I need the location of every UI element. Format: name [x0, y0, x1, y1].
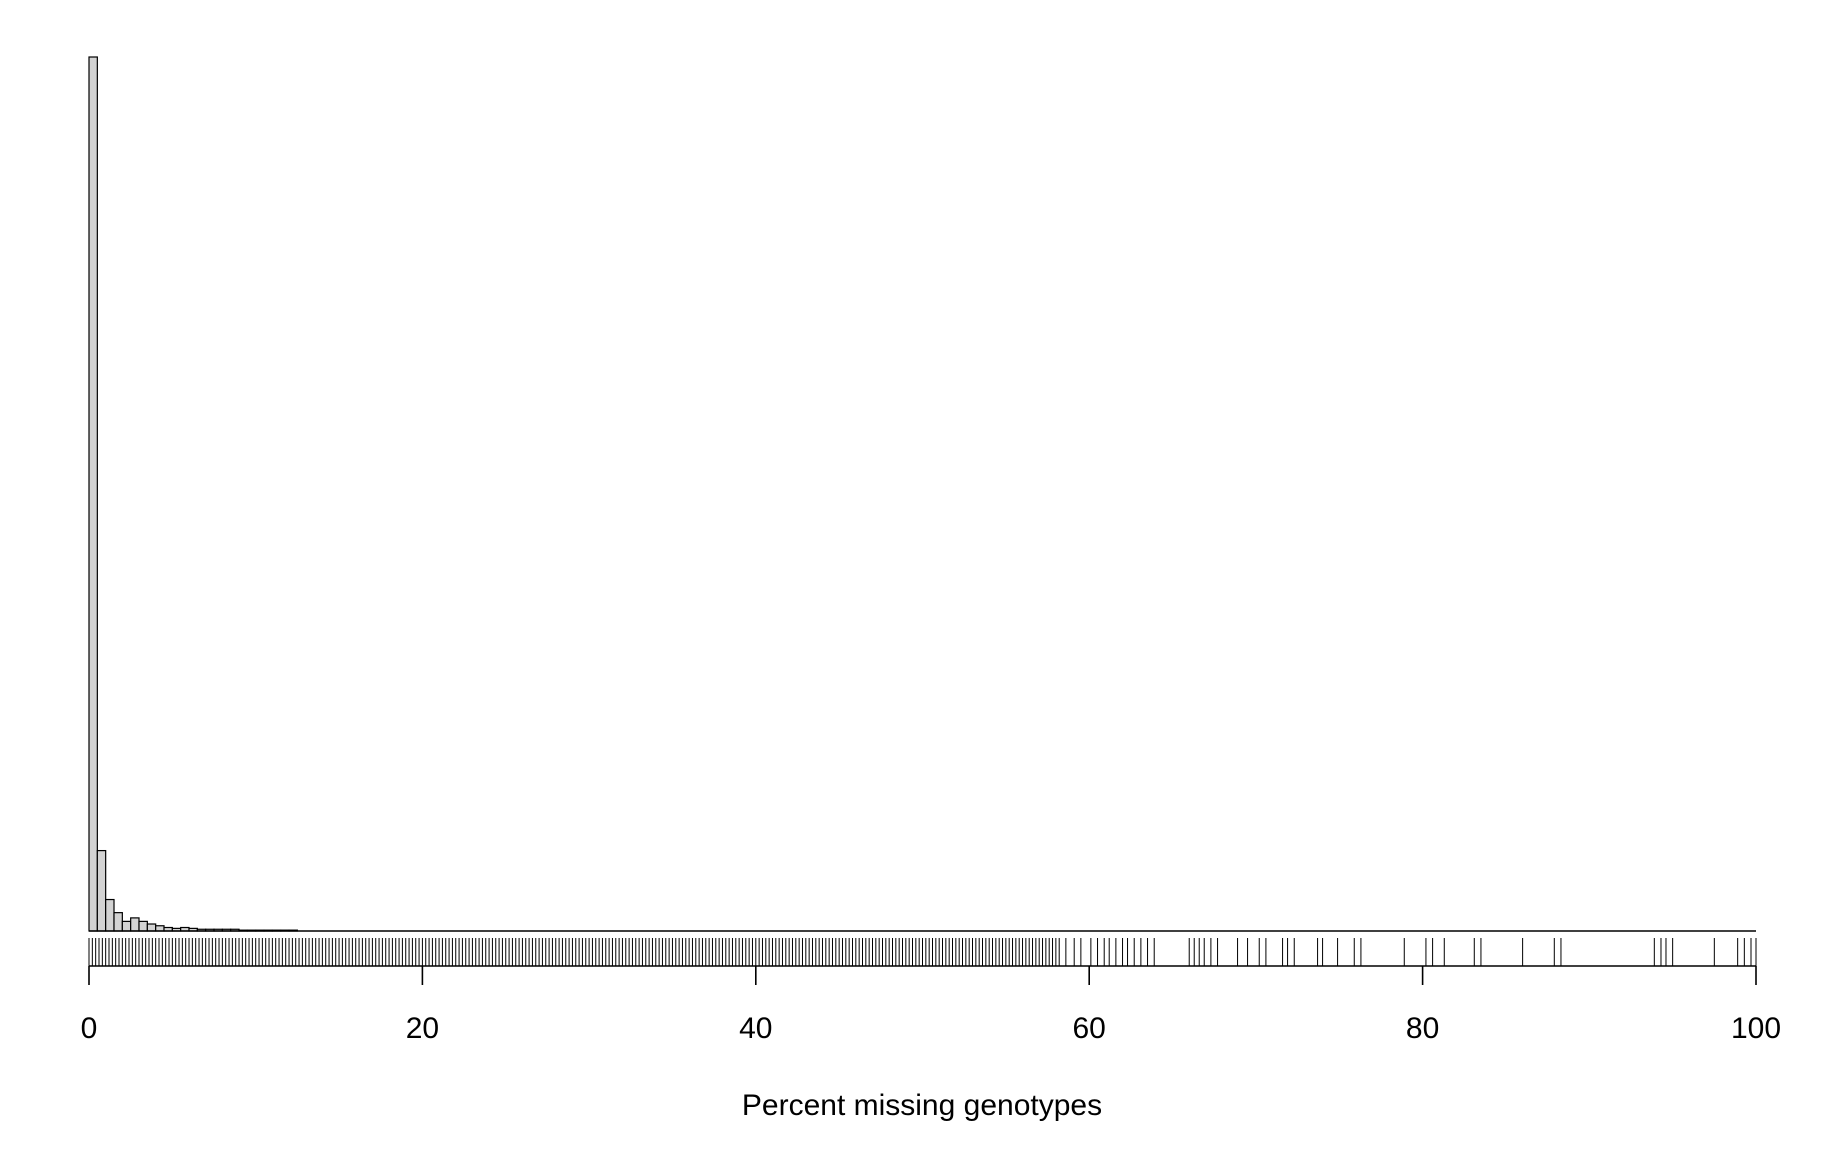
histogram-bar: [113, 912, 123, 932]
x-tick-label: 0: [81, 1012, 98, 1045]
histogram-bar: [96, 849, 107, 932]
x-tick-label: 40: [739, 1012, 772, 1045]
histogram-bar: [146, 923, 157, 932]
histogram-bar: [121, 920, 132, 932]
x-axis-ticks: [88, 966, 1757, 985]
histogram-bars: [88, 56, 298, 932]
rug-marks: [88, 938, 1757, 966]
histogram-bar: [138, 920, 148, 932]
x-axis-title: Percent missing genotypes: [742, 1089, 1102, 1122]
histogram-bar: [105, 898, 115, 932]
histogram-bar: [88, 56, 98, 932]
x-tick-label: 100: [1731, 1012, 1781, 1045]
x-tick-label: 20: [406, 1012, 439, 1045]
x-tick-label: 80: [1406, 1012, 1439, 1045]
x-tick-label: 60: [1073, 1012, 1106, 1045]
histogram-bar: [130, 917, 140, 932]
x-axis-tick-labels: 0 20 40 60 80 100: [81, 1012, 1781, 1045]
